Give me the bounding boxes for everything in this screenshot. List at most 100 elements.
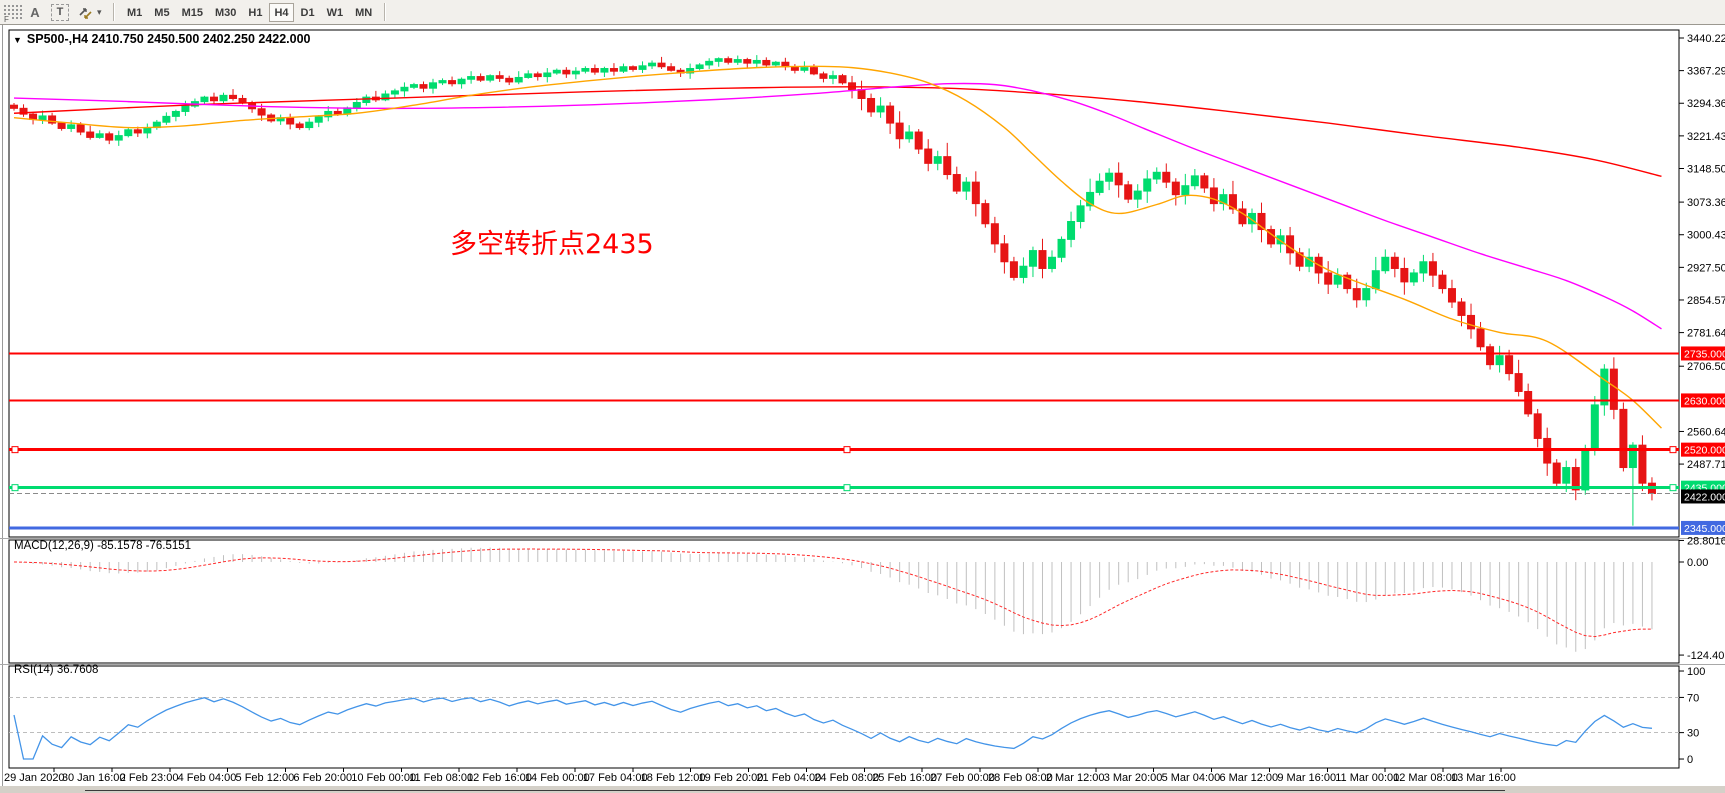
svg-text:11 Feb 08:00: 11 Feb 08:00 [409, 772, 473, 784]
object-styles-icon[interactable] [75, 3, 95, 22]
svg-text:2781.640: 2781.640 [1687, 328, 1725, 340]
svg-text:2345.000: 2345.000 [1684, 523, 1725, 535]
rsi-axis[interactable]: 100 70 30 0 [1679, 666, 1705, 766]
svg-text:12 Feb 16:00: 12 Feb 16:00 [467, 772, 532, 784]
svg-text:6 Mar 12:00: 6 Mar 12:00 [1219, 772, 1278, 784]
price-box-2630.000 [1681, 393, 1725, 408]
svg-text:2630.000: 2630.000 [1684, 395, 1725, 407]
toolbar: F A T ▾ M1 M5 M15 M30 H1 H4 D1 W1 MN [0, 0, 1725, 25]
price-box-2520.000 [1681, 442, 1725, 457]
svg-text:2 Feb 23:00: 2 Feb 23:00 [120, 772, 179, 784]
svg-text:29 Jan 2020: 29 Jan 2020 [4, 772, 65, 784]
price-box-2735.000 [1681, 346, 1725, 361]
svg-text:9 Mar 16:00: 9 Mar 16:00 [1277, 772, 1336, 784]
svg-text:28 Feb 08:00: 28 Feb 08:00 [988, 772, 1053, 784]
svg-text:3073.360: 3073.360 [1687, 197, 1725, 209]
svg-text:21 Feb 04:00: 21 Feb 04:00 [756, 772, 821, 784]
svg-text:100: 100 [1687, 666, 1705, 678]
ma-fast [13, 65, 1662, 429]
candlesticks [10, 55, 1656, 526]
price-box-2345.000 [1681, 520, 1725, 535]
price-axis[interactable]: 3440.220 3367.290 3294.360 3221.430 3148.500… [1679, 33, 1725, 535]
svg-text:6 Feb 20:00: 6 Feb 20:00 [293, 772, 352, 784]
svg-text:3000.430: 3000.430 [1687, 230, 1725, 242]
svg-text:2422.000: 2422.000 [1684, 491, 1725, 503]
svg-text:2 Mar 12:00: 2 Mar 12:00 [1046, 772, 1105, 784]
svg-text:2927.500: 2927.500 [1687, 262, 1725, 274]
svg-text:0.00: 0.00 [1687, 557, 1708, 569]
svg-text:17 Feb 04:00: 17 Feb 04:00 [583, 772, 648, 784]
text-label-tool-icon[interactable]: T [51, 3, 69, 21]
timeframe-M30[interactable]: M30 [214, 6, 237, 19]
svg-text:5 Mar 04:00: 5 Mar 04:00 [1162, 772, 1221, 784]
svg-text:14 Feb 00:00: 14 Feb 00:00 [525, 772, 590, 784]
rsi-line [13, 697, 1653, 760]
svg-text:2706.500: 2706.500 [1687, 361, 1725, 373]
timeframe-D1[interactable]: D1 [300, 6, 315, 19]
styles-dropdown-caret-icon[interactable]: ▾ [97, 6, 102, 17]
hline-handle[interactable] [843, 484, 851, 492]
symbol-ohlc-text: SP500-,H4 2410.750 2450.500 2402.250 242… [26, 32, 311, 46]
ma-slow [13, 86, 1662, 178]
svg-text:70: 70 [1687, 692, 1699, 704]
svg-text:5 Feb 12:00: 5 Feb 12:00 [236, 772, 295, 784]
hline-handle[interactable] [1669, 446, 1677, 454]
rsi-indicator-label: RSI(14) 36.7608 [14, 664, 99, 676]
timeframe-H4[interactable]: H4 [269, 2, 294, 22]
svg-text:12 Mar 08:00: 12 Mar 08:00 [1393, 772, 1458, 784]
macd-axis[interactable]: 28.8016 0.00 -124.4011 [1679, 535, 1725, 662]
svg-text:11 Mar 00:00: 11 Mar 00:00 [1335, 772, 1399, 784]
rsi-level-lines [9, 696, 1679, 734]
hline-handle[interactable] [11, 484, 19, 492]
macd-signal-line [13, 548, 1652, 638]
hline-handle[interactable] [843, 446, 851, 454]
toolbar-grip-icon[interactable]: F [3, 3, 23, 24]
window-chrome [0, 25, 1725, 793]
svg-text:0: 0 [1687, 754, 1693, 766]
hline-handle[interactable] [11, 446, 19, 454]
collapse-arrow-icon[interactable]: ▼ [13, 35, 22, 45]
hline-handle[interactable] [1669, 484, 1677, 492]
svg-text:2735.000: 2735.000 [1684, 348, 1725, 360]
svg-text:28.8016: 28.8016 [1687, 535, 1725, 547]
svg-text:3148.500: 3148.500 [1687, 163, 1725, 175]
svg-text:27 Feb 00:00: 27 Feb 00:00 [930, 772, 995, 784]
svg-text:2487.710: 2487.710 [1687, 459, 1725, 471]
svg-text:3221.430: 3221.430 [1687, 131, 1725, 143]
svg-text:2560.640: 2560.640 [1687, 426, 1725, 438]
timeframe-group: M1 M5 M15 M30 H1 H4 D1 W1 MN [121, 2, 378, 22]
ma-medium [13, 82, 1662, 330]
timeframe-H1[interactable]: H1 [248, 6, 263, 19]
chart-annotation-text[interactable]: 多空转折点2435 [450, 229, 654, 260]
svg-text:18 Feb 12:00: 18 Feb 12:00 [641, 772, 706, 784]
svg-text:-124.4011: -124.4011 [1687, 650, 1725, 662]
svg-text:10 Feb 00:00: 10 Feb 00:00 [351, 772, 416, 784]
svg-text:3294.360: 3294.360 [1687, 98, 1725, 110]
svg-text:4 Feb 04:00: 4 Feb 04:00 [178, 772, 237, 784]
svg-text:24 Feb 08:00: 24 Feb 08:00 [814, 772, 879, 784]
macd-indicator-label: MACD(12,26,9) -85.1578 -76.5151 [14, 540, 192, 552]
timeframe-M5[interactable]: M5 [154, 6, 170, 19]
timeframe-MN[interactable]: MN [355, 6, 373, 19]
svg-text:19 Feb 20:00: 19 Feb 20:00 [699, 772, 764, 784]
svg-text:3367.290: 3367.290 [1687, 66, 1725, 78]
timeframe-M15[interactable]: M15 [181, 6, 203, 19]
svg-text:13 Mar 16:00: 13 Mar 16:00 [1451, 772, 1516, 784]
timeframe-W1[interactable]: W1 [326, 6, 344, 19]
svg-text:25 Feb 16:00: 25 Feb 16:00 [872, 772, 937, 784]
svg-text:3440.220: 3440.220 [1687, 33, 1725, 45]
price-level-lines[interactable] [9, 352, 1679, 530]
svg-text:30 Jan 16:00: 30 Jan 16:00 [62, 772, 126, 784]
toolbar-separator [384, 3, 387, 21]
chart-ohlc-readout: ▼ SP500-,H4 2410.750 2450.500 2402.250 24… [13, 32, 311, 46]
text-annotation-tool-icon[interactable]: A [30, 4, 40, 20]
macd-histogram [23, 547, 1653, 652]
svg-text:2520.000: 2520.000 [1684, 445, 1725, 457]
price-box-2422.000 [1681, 489, 1725, 504]
svg-text:30: 30 [1687, 728, 1699, 740]
toolbar-separator [113, 3, 115, 21]
svg-text:2854.570: 2854.570 [1687, 295, 1725, 307]
timeframe-M1[interactable]: M1 [127, 6, 143, 19]
